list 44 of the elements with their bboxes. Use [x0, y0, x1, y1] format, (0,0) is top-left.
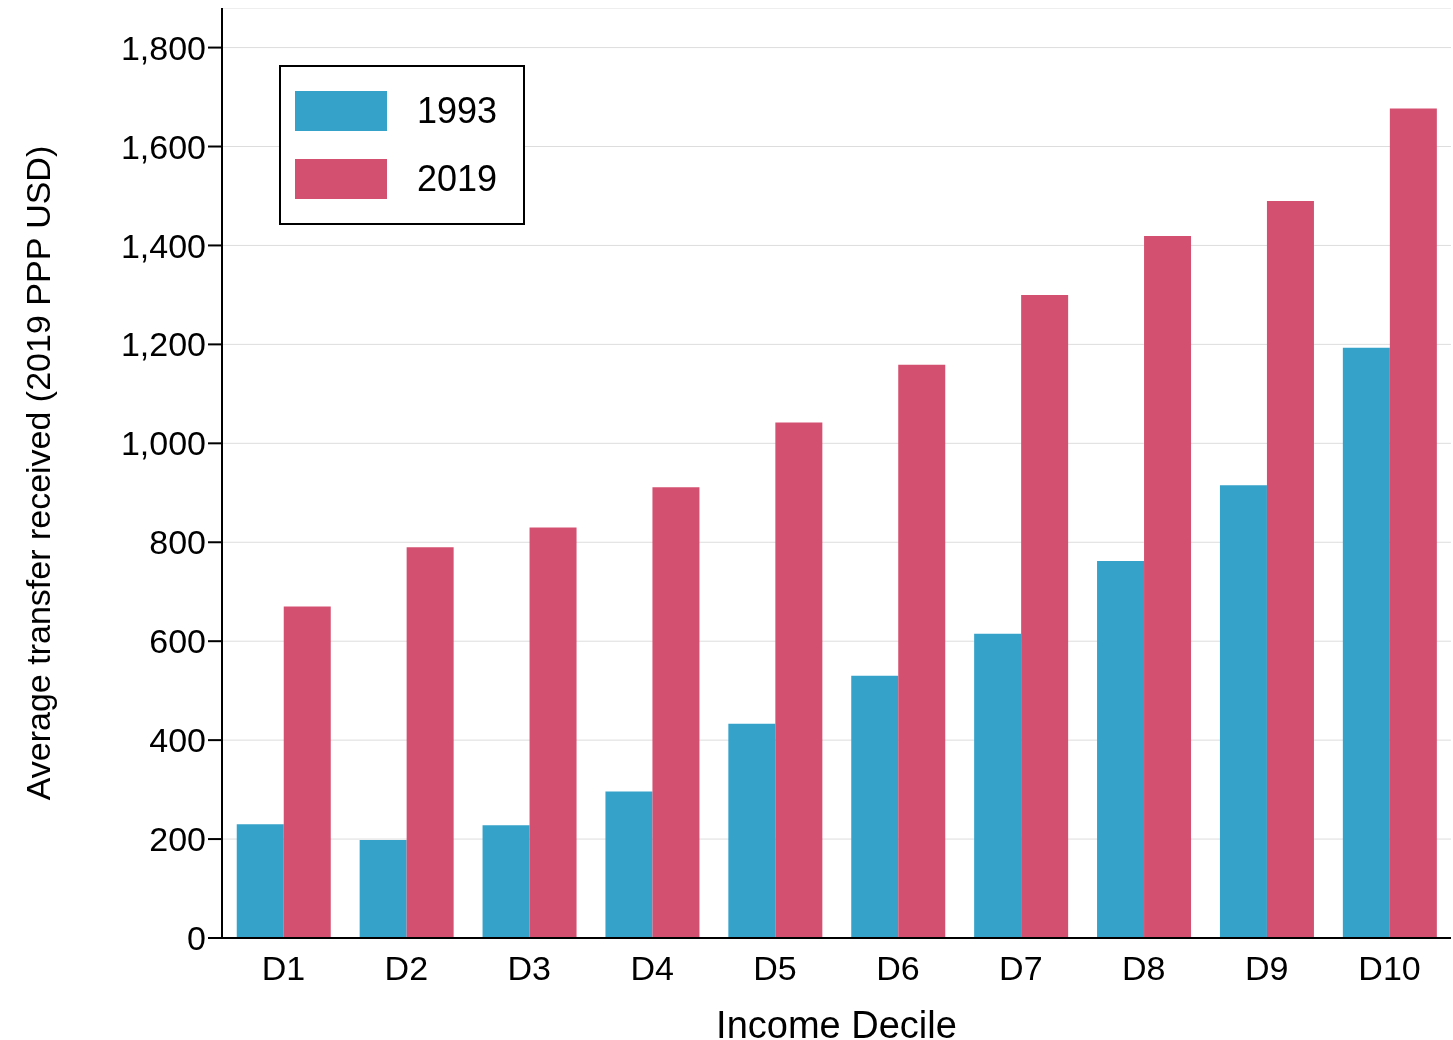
x-tick-label: D7: [999, 949, 1043, 988]
bar: [851, 675, 899, 938]
x-tick-label: D6: [876, 949, 920, 988]
legend-label: 2019: [417, 158, 498, 200]
y-tick-label: 1,000: [120, 424, 206, 463]
bar: [359, 840, 407, 938]
bar: [1342, 347, 1390, 938]
bar: [529, 527, 577, 938]
bar: [974, 633, 1022, 938]
bar: [728, 723, 776, 938]
y-tick-label: 1,400: [120, 226, 206, 265]
y-tick-label: 0: [187, 919, 206, 958]
bar: [1219, 485, 1267, 938]
y-tick-label: 400: [149, 721, 206, 760]
x-tick-label: D9: [1244, 949, 1289, 988]
x-tick-label: D10: [1358, 949, 1421, 988]
y-tick-label: 1,600: [120, 127, 206, 166]
x-tick-label: D3: [507, 949, 551, 988]
bar: [775, 422, 823, 938]
bar: [898, 364, 946, 938]
bar: [652, 487, 700, 938]
y-tick-label: 600: [149, 622, 206, 661]
x-tick-label: D8: [1122, 949, 1166, 988]
bar: [283, 606, 331, 938]
x-tick-label: D4: [630, 949, 674, 988]
x-axis-title: Income Decile: [716, 1004, 957, 1040]
bar: [605, 791, 653, 938]
legend-label: 1993: [417, 90, 498, 132]
bar: [406, 547, 454, 938]
bar: [1021, 294, 1069, 938]
bar: [1266, 200, 1314, 938]
y-tick-label: 800: [149, 523, 206, 562]
bar: [1144, 236, 1192, 938]
y-tick-label: 1,800: [120, 28, 206, 67]
bar: [482, 825, 530, 938]
bar: [236, 824, 284, 938]
y-tick-label: 1,200: [120, 325, 206, 364]
bar: [1097, 561, 1145, 938]
x-tick-label: D5: [753, 949, 797, 988]
x-tick-label: D1: [261, 949, 306, 988]
y-axis-title: Average transfer received (2019 PPP USD): [19, 145, 58, 801]
x-tick-label: D2: [384, 949, 429, 988]
bar: [1389, 108, 1437, 938]
y-tick-label: 200: [149, 820, 206, 859]
